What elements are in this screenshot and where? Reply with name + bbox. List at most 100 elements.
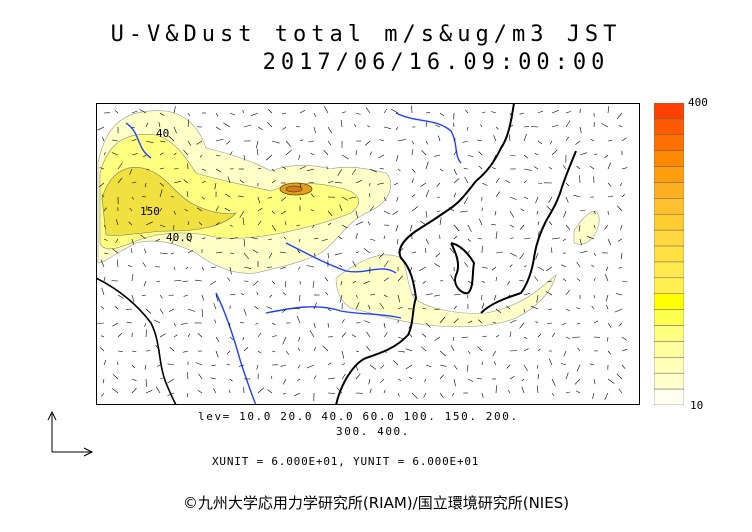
wind-vector bbox=[298, 336, 301, 342]
wind-vector bbox=[313, 322, 316, 329]
wind-vector bbox=[549, 140, 553, 145]
wind-vector bbox=[395, 224, 399, 232]
wind-vector bbox=[561, 322, 567, 326]
wind-vector bbox=[100, 392, 105, 397]
wind-vector bbox=[254, 305, 259, 310]
wind-vector bbox=[607, 378, 615, 384]
wind-vector bbox=[491, 224, 497, 226]
wind-vector bbox=[521, 386, 525, 394]
wind-vector bbox=[425, 364, 432, 367]
wind-vector bbox=[159, 167, 164, 170]
wind-vector bbox=[547, 280, 553, 283]
wind-vector bbox=[327, 252, 329, 259]
wind-vector bbox=[266, 306, 273, 310]
wind-vector bbox=[451, 345, 455, 352]
wind-vector bbox=[369, 151, 372, 156]
river-1 bbox=[395, 112, 462, 164]
wind-vector bbox=[327, 308, 332, 312]
wind-vector bbox=[131, 294, 135, 302]
wind-vector bbox=[449, 247, 455, 254]
wind-vector bbox=[271, 322, 276, 326]
wind-vector bbox=[117, 259, 119, 268]
wind-vector bbox=[533, 166, 539, 170]
wind-vector bbox=[187, 112, 191, 116]
wind-vector bbox=[368, 378, 371, 385]
wind-vector bbox=[296, 224, 301, 226]
wind-vector bbox=[593, 320, 599, 324]
wind-vector bbox=[448, 207, 455, 212]
wind-vector bbox=[338, 236, 343, 240]
wind-vector bbox=[257, 350, 262, 354]
wind-vector bbox=[145, 221, 153, 226]
wind-vector bbox=[509, 134, 511, 142]
wind-vector bbox=[183, 294, 189, 297]
wind-vector bbox=[283, 236, 287, 240]
wind-vector bbox=[607, 350, 612, 355]
wind-vector bbox=[425, 189, 430, 198]
wind-vector bbox=[411, 168, 416, 173]
coastline-asia bbox=[335, 103, 515, 405]
wind-vector bbox=[159, 308, 164, 314]
wind-vector bbox=[158, 122, 161, 128]
wind-vector bbox=[548, 166, 553, 170]
wind-vector bbox=[425, 322, 431, 328]
wind-vector bbox=[97, 126, 105, 131]
wind-vector bbox=[282, 112, 287, 115]
wind-vector bbox=[439, 374, 444, 380]
wind-vector bbox=[145, 140, 154, 144]
wind-vector bbox=[103, 224, 106, 228]
wind-vector bbox=[395, 126, 399, 131]
wind-vector bbox=[397, 294, 401, 303]
wind-vector bbox=[173, 126, 177, 134]
wind-vector bbox=[397, 139, 406, 142]
wind-vector bbox=[145, 389, 153, 394]
wind-vector bbox=[601, 123, 609, 128]
wind-vector bbox=[438, 135, 441, 142]
wind-vector bbox=[239, 179, 245, 184]
dust-peak-core bbox=[285, 185, 303, 193]
wind-vector bbox=[313, 126, 316, 134]
wind-vector bbox=[257, 220, 262, 226]
wind-vector bbox=[327, 126, 333, 134]
wind-vector bbox=[363, 280, 371, 284]
wind-vector bbox=[252, 249, 259, 254]
wind-vector bbox=[394, 182, 399, 186]
wind-vector bbox=[464, 176, 469, 184]
wind-vector bbox=[159, 224, 166, 228]
wind-vector bbox=[365, 107, 371, 114]
wind-vector bbox=[379, 302, 385, 310]
wind-vector bbox=[313, 112, 317, 118]
colorbar-swatch bbox=[654, 261, 684, 279]
wind-vector bbox=[551, 124, 559, 128]
wind-vector bbox=[201, 180, 206, 184]
wind-vector bbox=[131, 110, 138, 114]
wind-vector bbox=[282, 336, 287, 345]
wind-vector bbox=[419, 266, 427, 272]
wind-vector bbox=[397, 306, 403, 310]
wind-vector bbox=[306, 265, 315, 268]
wind-vector bbox=[325, 291, 329, 296]
wind-vector bbox=[604, 224, 609, 230]
wind-vector bbox=[576, 307, 581, 310]
wind-vector bbox=[560, 363, 567, 366]
wind-vector bbox=[144, 182, 147, 188]
wind-vector bbox=[271, 280, 276, 285]
wind-vector bbox=[294, 392, 301, 397]
wind-vector bbox=[211, 266, 217, 268]
wind-vector bbox=[537, 231, 540, 240]
wind-vector bbox=[453, 122, 455, 128]
wind-vector bbox=[112, 373, 119, 380]
wind-vector bbox=[159, 152, 164, 156]
wind-vector bbox=[424, 247, 427, 254]
wind-vector bbox=[369, 193, 371, 198]
wind-vector bbox=[421, 346, 427, 352]
wind-vector bbox=[383, 294, 388, 298]
wind-vector bbox=[535, 252, 539, 260]
wind-vector bbox=[142, 262, 147, 268]
wind-vector bbox=[101, 194, 105, 198]
wind-vector bbox=[256, 291, 259, 296]
wind-vector bbox=[167, 392, 175, 396]
wind-vector bbox=[477, 139, 483, 142]
wind-vector bbox=[187, 372, 189, 380]
wind-vector bbox=[607, 322, 612, 328]
